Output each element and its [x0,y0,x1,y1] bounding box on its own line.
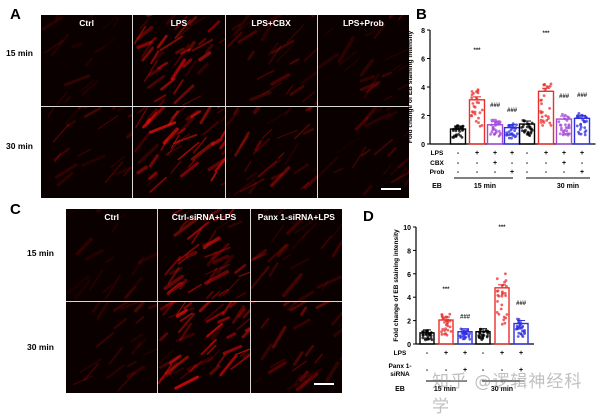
svg-text:10: 10 [403,225,411,232]
panel-a-column-header: LPS+CBX [226,18,317,28]
svg-text:+: + [493,160,497,167]
panel-a-column-header: LPS [133,18,224,28]
svg-text:-: - [476,160,479,167]
svg-text:-: - [563,169,566,176]
svg-text:6: 6 [407,272,411,279]
svg-text:+: + [510,150,514,157]
svg-text:15 min: 15 min [474,183,496,190]
svg-text:6: 6 [421,57,425,64]
svg-text:-: - [526,150,529,157]
significance-marker: *** [498,225,506,231]
panel-c-column-header: Ctrl [66,212,157,222]
significance-marker: *** [542,31,550,37]
panel-c-micrograph [66,302,157,394]
svg-text:0: 0 [421,142,425,149]
panel-a-micrograph: Ctrl [41,15,132,106]
svg-text:-: - [457,169,460,176]
svg-text:-: - [457,160,460,167]
panel-c-micrograph: Panx 1-siRNA+LPS [251,209,342,301]
panel-a-column-header: Ctrl [41,18,132,28]
svg-text:-: - [511,160,514,167]
significance-marker: ### [490,103,501,109]
svg-text:2: 2 [407,319,411,326]
panel-c-micrograph: Ctrl-siRNA+LPS [158,209,249,301]
panel-a-micrograph [318,107,409,198]
svg-text:EB: EB [432,183,442,190]
svg-text:Prob: Prob [430,169,445,176]
watermark: 知乎 @逻辑神经科学 [432,367,600,417]
svg-text:-: - [545,169,548,176]
svg-text:LPS: LPS [394,350,407,357]
svg-text:-: - [581,160,584,167]
svg-text:-: - [426,350,429,357]
panel-c-column-header: Ctrl-siRNA+LPS [158,212,249,222]
significance-marker: ### [516,301,527,307]
significance-marker: ### [507,108,518,114]
panel-a-micrograph [41,107,132,198]
svg-text:+: + [444,350,448,357]
svg-text:+: + [500,350,504,357]
panel-a-micrograph: LPS+Prob [318,15,409,106]
svg-text:2: 2 [421,114,425,121]
svg-text:-: - [494,169,497,176]
significance-marker: *** [473,48,481,54]
panel-b-bar-chart: 0 2 4 6 8 Fold change of EB staining intensit… [400,0,600,200]
svg-text:+: + [580,150,584,157]
svg-text:4: 4 [421,85,425,92]
significance-marker: ### [460,314,471,320]
panel-a-letter: A [10,6,21,23]
svg-text:+: + [544,150,548,157]
significance-marker: *** [442,287,450,293]
svg-text:-: - [526,160,529,167]
y-axis-label: Fold change of EB staining intensity [407,30,414,143]
svg-text:+: + [510,169,514,176]
y-axis-label: Fold change of EB staining intensity [393,229,400,342]
svg-text:4: 4 [407,295,411,302]
panel-a-micrograph: LPS [133,15,224,106]
svg-text:+: + [519,350,523,357]
svg-text:30 min: 30 min [557,183,579,190]
svg-text:CBX: CBX [430,160,444,167]
panel-c-micrograph [158,302,249,394]
panel-a-micrograph: LPS+CBX [226,15,317,106]
svg-text:-: - [526,169,529,176]
svg-text:EB: EB [395,386,405,393]
panel-a-row-label-30min: 30 min [6,141,33,151]
significance-marker: ### [577,93,588,99]
svg-text:Panx 1-: Panx 1- [388,363,411,370]
svg-text:-: - [476,169,479,176]
panel-c-letter: C [10,201,21,218]
panel-c-column-header: Panx 1-siRNA+LPS [251,212,342,222]
svg-text:+: + [580,169,584,176]
panel-a-column-header: LPS+Prob [318,18,409,28]
significance-marker: ### [559,94,570,100]
panel-c-micrograph: Ctrl [66,209,157,301]
svg-text:-: - [426,367,429,374]
svg-text:+: + [475,150,479,157]
svg-text:+: + [463,350,467,357]
svg-text:+: + [562,160,566,167]
panel-c-row-label-30min: 30 min [27,342,54,352]
svg-text:-: - [545,160,548,167]
svg-text:8: 8 [421,28,425,35]
svg-text:0: 0 [407,342,411,349]
panel-a-micrograph [133,107,224,198]
svg-text:-: - [482,350,485,357]
svg-text:+: + [562,150,566,157]
svg-text:siRNA: siRNA [390,371,410,378]
svg-text:+: + [493,150,497,157]
svg-text:-: - [457,150,460,157]
scale-bar [381,188,401,190]
panel-a-micrograph [226,107,317,198]
panel-a-row-label-15min: 15 min [6,48,33,58]
panel-c-micrograph [251,302,342,394]
svg-text:8: 8 [407,248,411,255]
panel-c-row-label-15min: 15 min [27,248,54,258]
scale-bar [314,383,334,385]
svg-text:LPS: LPS [431,150,444,157]
